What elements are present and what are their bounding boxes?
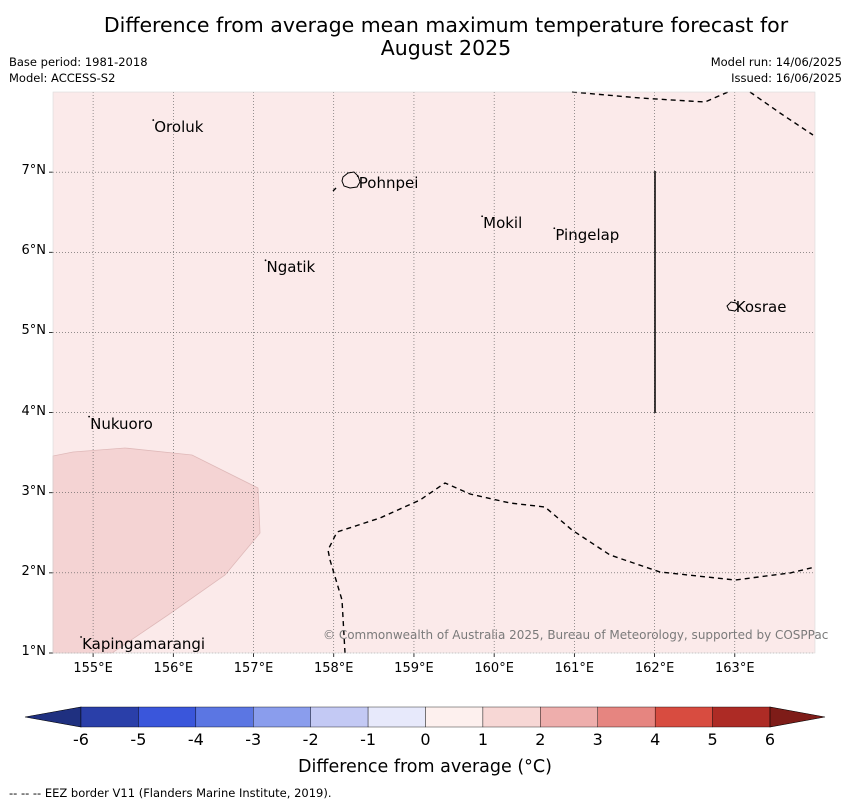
colorbar-tick-label: 4 <box>650 730 661 749</box>
island-marker <box>264 259 267 262</box>
colorbar-tick-label: 5 <box>707 730 718 749</box>
lon-tick-label: 158°E <box>313 661 354 676</box>
colorbar-segment <box>195 706 254 728</box>
colorbar-segment <box>310 706 369 728</box>
place-label-pingelap: Pingelap <box>555 226 620 245</box>
model-run: Model run: 14/06/2025 <box>710 55 842 69</box>
copyright-notice: © Commonwealth of Australia 2025, Bureau… <box>323 628 829 642</box>
kosrae-island <box>726 301 740 312</box>
colorbar-segment <box>253 706 311 728</box>
colorbar-segment <box>597 706 656 728</box>
meta-left: Base period: 1981-2018 Model: ACCESS-S2 <box>9 54 148 86</box>
lon-tick-label: 159°E <box>394 661 434 676</box>
lon-tick-label: 163°E <box>715 661 755 676</box>
lon-tick-label: 160°E <box>474 661 514 676</box>
lat-tick-label: 5°N <box>21 323 47 339</box>
colorbar-segment <box>712 706 771 728</box>
colorbar-segment <box>138 706 197 728</box>
island-marker <box>733 299 736 302</box>
place-label-pohnpei: Pohnpei <box>358 174 419 193</box>
place-label-nukuoro: Nukuoro <box>90 414 153 433</box>
lat-tick-label: 3°N <box>21 483 47 499</box>
base-period: Base period: 1981-2018 <box>9 55 148 69</box>
lon-tick-label: 157°E <box>233 661 274 676</box>
place-label-mokil: Mokil <box>483 214 523 233</box>
eez-border-northeast <box>749 91 814 136</box>
island-marker <box>356 175 359 178</box>
colorbar-tick-label: -5 <box>130 730 147 749</box>
colorbar-over-arrow <box>769 706 826 728</box>
model-name: Model: ACCESS-S2 <box>9 71 116 85</box>
colorbar-tick-label: 3 <box>592 730 603 749</box>
map-frame <box>52 91 816 654</box>
colorbar-segment <box>482 706 541 728</box>
colorbar-segment <box>654 706 713 728</box>
island-marker <box>152 119 155 121</box>
title-line-2: August 2025 <box>380 36 512 60</box>
colorbar-tick-label: -6 <box>73 730 89 749</box>
colorbar-segment <box>80 706 139 728</box>
place-label-ngatik: Ngatik <box>266 258 316 277</box>
colorbar-segment <box>540 706 598 728</box>
title-line-1: Difference from average mean maximum tem… <box>103 13 789 37</box>
pohnpei-island <box>341 171 361 189</box>
chart-title: Difference from average mean maximum tem… <box>60 14 832 60</box>
colorbar-tick-label: 2 <box>535 730 546 749</box>
lon-tick-label: 161°E <box>554 661 595 676</box>
colorbar-tick-label: 0 <box>420 730 431 749</box>
colorbar-tick-label: -1 <box>360 730 377 749</box>
colorbar-tick-label: -2 <box>302 730 319 749</box>
island-marker <box>80 636 82 638</box>
lat-tick-label: 1°N <box>21 644 47 659</box>
lat-tick-label: 6°N <box>21 243 47 259</box>
place-label-oroluk: Oroluk <box>154 118 204 137</box>
colorbar-under-arrow <box>24 706 82 728</box>
island-marker <box>553 227 556 230</box>
colorbar-title: Difference from average (°C) <box>298 757 552 777</box>
colorbar-tick-label: 1 <box>477 730 488 749</box>
meta-right: Model run: 14/06/2025 Issued: 16/06/2025 <box>711 54 842 86</box>
island-marker <box>88 415 90 418</box>
lon-tick-label: 155°E <box>73 661 113 676</box>
eez-border-fragment <box>332 187 337 192</box>
lat-tick-label: 7°N <box>21 163 47 179</box>
lat-tick-label: 4°N <box>21 403 47 419</box>
eez-footnote: -- -- -- EEZ border V11 (Flanders Marine… <box>9 786 332 800</box>
eez-border-south <box>327 482 816 654</box>
lat-tick-label: 2°N <box>21 563 47 579</box>
place-label-kapingamarangi: Kapingamarangi <box>82 634 206 653</box>
place-label-kosrae: Kosrae <box>735 298 787 317</box>
island-marker <box>481 215 484 218</box>
colorbar-segment <box>367 706 426 728</box>
colorbar-tick-label: -3 <box>245 730 262 749</box>
lon-tick-label: 156°E <box>153 661 194 676</box>
colorbar-segment <box>425 706 484 728</box>
colorbar-tick-label: -4 <box>187 730 204 749</box>
lon-tick-label: 162°E <box>634 661 675 676</box>
issued-date: Issued: 16/06/2025 <box>731 71 842 85</box>
eez-border-north <box>571 91 729 103</box>
colorbar-tick-label: 6 <box>764 730 776 749</box>
